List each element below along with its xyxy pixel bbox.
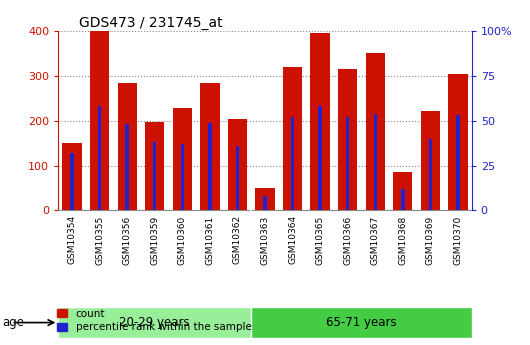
Bar [90, 31, 109, 210]
Text: GSM10362: GSM10362 [233, 215, 242, 264]
Text: GSM10359: GSM10359 [151, 215, 159, 265]
Bar [58, 307, 251, 338]
Bar [255, 188, 275, 210]
Text: GSM10370: GSM10370 [454, 215, 462, 265]
Text: GSM10356: GSM10356 [123, 215, 131, 265]
Bar [181, 144, 184, 210]
Bar [401, 189, 404, 210]
Bar [374, 114, 377, 210]
Text: GSM10367: GSM10367 [371, 215, 379, 265]
Text: GSM10355: GSM10355 [95, 215, 104, 265]
Text: 20-29 years: 20-29 years [119, 316, 190, 329]
Text: GSM10354: GSM10354 [68, 215, 76, 264]
Bar [63, 143, 82, 210]
Bar [366, 53, 385, 210]
Bar [283, 67, 302, 210]
Bar [200, 82, 219, 210]
Bar [208, 122, 211, 210]
Bar [338, 69, 357, 210]
Legend: count, percentile rank within the sample: count, percentile rank within the sample [53, 305, 256, 336]
Bar [448, 74, 467, 210]
Text: GSM10363: GSM10363 [261, 215, 269, 265]
Bar [421, 111, 440, 210]
Bar [126, 124, 129, 210]
Bar [393, 172, 412, 210]
Bar [291, 117, 294, 210]
Bar [228, 119, 247, 210]
Bar [236, 146, 239, 210]
Bar [70, 153, 74, 210]
Bar [251, 307, 472, 338]
Bar [311, 33, 330, 210]
Bar [263, 196, 267, 210]
Text: age: age [3, 316, 25, 329]
Text: 65-71 years: 65-71 years [326, 316, 397, 329]
Bar [456, 115, 460, 210]
Bar [98, 106, 101, 210]
Text: GSM10366: GSM10366 [343, 215, 352, 265]
Bar [153, 142, 156, 210]
Bar [173, 108, 192, 210]
Bar [429, 139, 432, 210]
Text: GSM10364: GSM10364 [288, 215, 297, 264]
Text: GSM10369: GSM10369 [426, 215, 435, 265]
Text: GSM10365: GSM10365 [316, 215, 324, 265]
Text: GSM10361: GSM10361 [206, 215, 214, 265]
Text: GSM10368: GSM10368 [399, 215, 407, 265]
Bar [145, 122, 164, 210]
Bar [319, 106, 322, 210]
Text: GSM10360: GSM10360 [178, 215, 187, 265]
Bar [118, 82, 137, 210]
Text: GDS473 / 231745_at: GDS473 / 231745_at [79, 16, 223, 30]
Bar [346, 117, 349, 210]
